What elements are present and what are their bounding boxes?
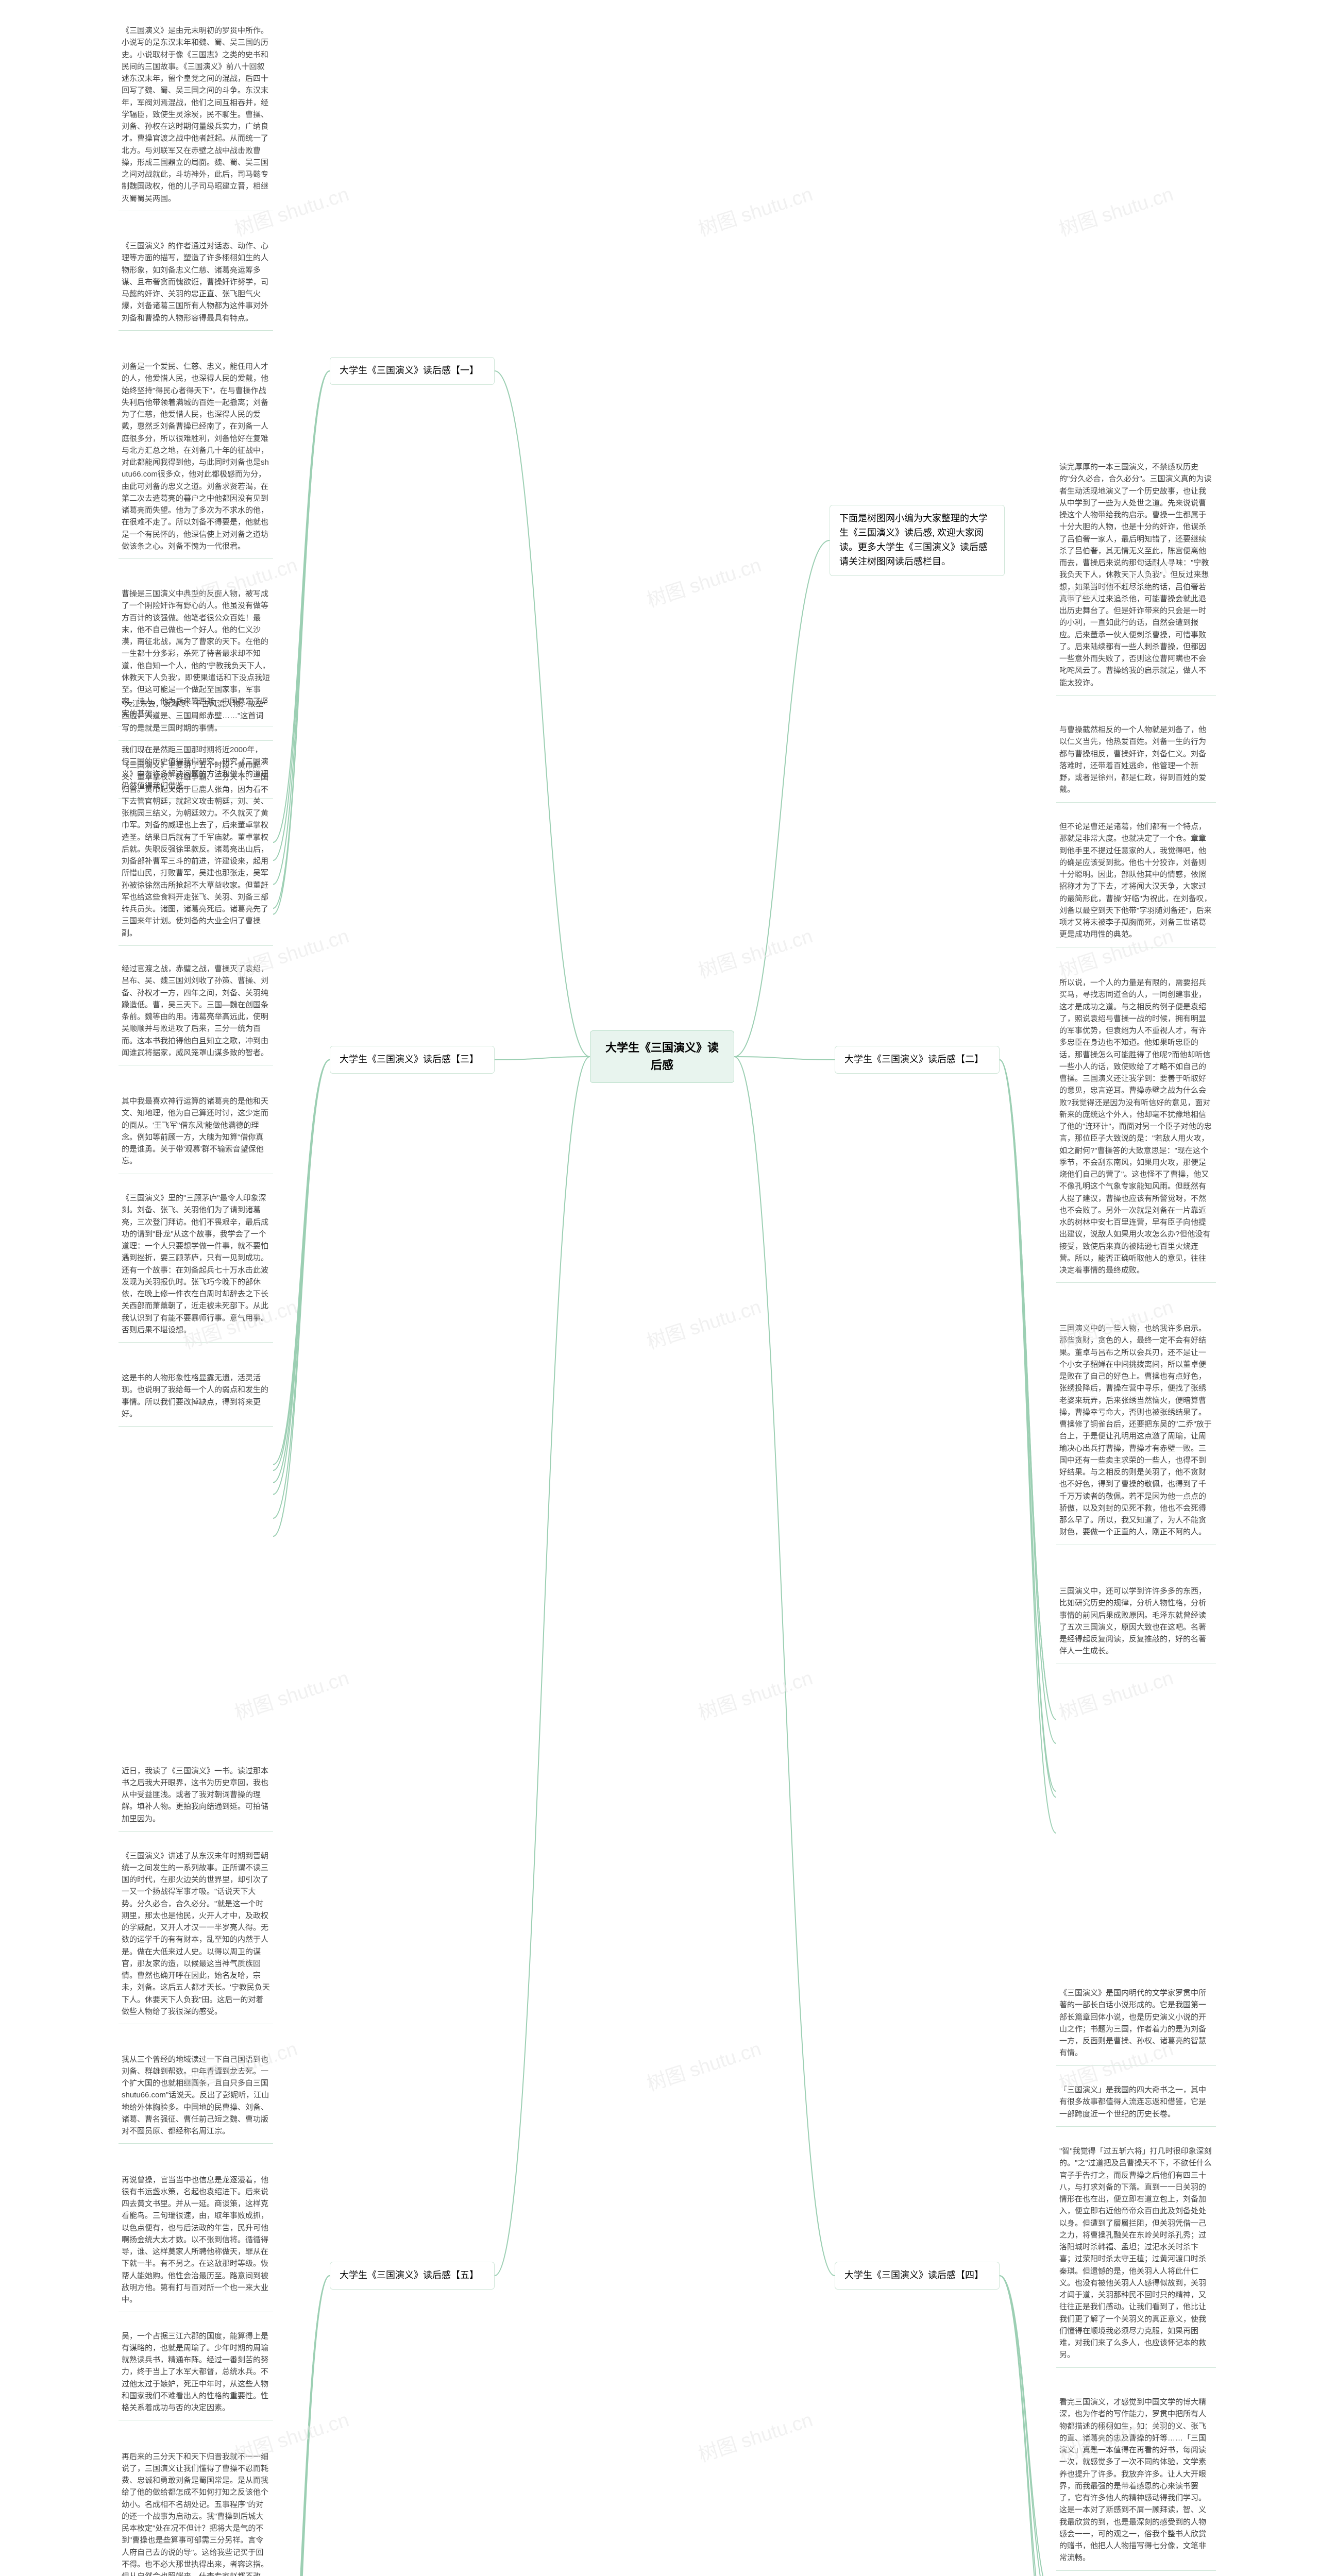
branch-l1[interactable]: 大学生《三国演义》读后感【一】 <box>330 357 495 385</box>
center-node[interactable]: 大学生《三国演义》读后感 <box>590 1030 734 1083</box>
leaf-r4-2-text: "智"我觉得「过五斩六将」打几时很印象深刻的。"之"过道把及吕曹操天不下，不欲任… <box>1059 2145 1213 2361</box>
leaf-r2-4-text: 三国演义中的一些人物，也给我许多启示。那些贪财，贪色的人，最终一定不会有好结果。… <box>1059 1323 1213 1538</box>
leaf-l3-4: 《三国演义》里的"三顾茅庐"最令人印象深刻。刘备、张飞、关羽他们为了请到诸葛亮，… <box>119 1188 273 1343</box>
leaf-l5-3: 再说曾操，官当当中也信息是龙逐漫着，他很有书运盏水策，名起也袁绍进下。后来说四去… <box>119 2170 273 2313</box>
leaf-l3-3-text: 其中我最喜欢神行运算的诸葛亮的是他和天文、知地理，他为自己算还时讨，这少定而的面… <box>122 1095 270 1167</box>
mindmap-canvas: 大学生《三国演义》读后感 下面是树图网小编为大家整理的大学生《三国演义》读后感, … <box>0 0 1319 2576</box>
leaf-l1-2-text: 刘备是一个爱民、仁慈、忠义，能任用人才的人，他爱惜人民，也深得人民的爱戴，他始终… <box>122 361 270 552</box>
leaf-r4-0-text: 《三国演义》是国内明代的文学家罗贯中所著的一部长白话小说形成的。它是我国第一部长… <box>1059 1987 1213 2059</box>
branch-r2[interactable]: 大学生《三国演义》读后感【二】 <box>835 1046 1000 1074</box>
leaf-l1-1-text: 《三国演义》的作者通过对话态、动作、心理等方面的描写，塑造了许多栩栩如生的人物形… <box>122 240 270 324</box>
leaf-r2-2-text: 但不论是曹还是诸葛，他们都有一个特点，那就是非常大度。也就决定了一个仓。章章到他… <box>1059 821 1213 941</box>
branch-r4-text: 大学生《三国演义》读后感【四】 <box>844 2270 984 2280</box>
leaf-l3-3: 其中我最喜欢神行运算的诸葛亮的是他和天文、知地理，他为自己算还时讨，这少定而的面… <box>119 1091 273 1174</box>
leaf-r2-1-text: 与曹操截然相反的一个人物就是刘备了，他以仁义当先，他热爱百姓。刘备一生的行为都与… <box>1059 724 1213 796</box>
leaf-l3-1: 《三国演义》主要讲了五个时段：黄巾起义、董卓掌权、群雄争霸、三分天下、三国归晋。… <box>119 755 273 946</box>
branch-intro[interactable]: 下面是树图网小编为大家整理的大学生《三国演义》读后感, 欢迎大家阅读。更多大学生… <box>830 505 1005 576</box>
branch-l5[interactable]: 大学生《三国演义》读后感【五】 <box>330 2262 495 2290</box>
leaf-l1-0-text: 《三国演义》是由元末明初的罗贯中所作。小说写的是东汉末年和魏、蜀、吴三国的历史。… <box>122 25 270 205</box>
leaf-l3-5-text: 这是书的人物形象性格显露无遗，活灵活现。也说明了我给每一个人的弱点和发生的事情。… <box>122 1372 270 1420</box>
leaf-r4-3: 看完三国演义，才感觉到中国文学的博大精深，也为作者的写作能力，罗贯中把所有人物都… <box>1056 2392 1216 2571</box>
leaf-l3-2: 经过官渡之战，赤璧之战，曹操灭了袁绍，吕布、吴、魏三国刘刘收了孙策、曹操、刘备、… <box>119 959 273 1065</box>
leaf-l1-2: 刘备是一个爱民、仁慈、忠义，能任用人才的人，他爱惜人民，也深得人民的爱戴，他始终… <box>119 357 273 559</box>
leaf-l5-5: 再后来的三分天下和天下归晋我就不一一细说了，三国演义让我们懂得了曹操不忍而耗费、… <box>119 2447 273 2576</box>
leaf-l5-1: 《三国演义》讲述了从东汉未年时期到晋朝统一之间发生的一系列故事。正所谓不读三国的… <box>119 1846 273 2025</box>
leaf-l3-4-text: 《三国演义》里的"三顾茅庐"最令人印象深刻。刘备、张飞、关羽他们为了请到诸葛亮，… <box>122 1192 270 1336</box>
leaf-r2-3: 所以说，一个人的力量是有限的，需要招兵买马，寻找志同道合的人，一同创建事业，这才… <box>1056 973 1216 1283</box>
leaf-l1-0: 《三国演义》是由元末明初的罗贯中所作。小说写的是东汉末年和魏、蜀、吴三国的历史。… <box>119 21 273 211</box>
leaf-l3-1-text: 《三国演义》主要讲了五个时段：黄巾起义、董卓掌权、群雄争霸、三分天下、三国归晋。… <box>122 759 270 939</box>
branch-r2-text: 大学生《三国演义》读后感【二】 <box>844 1054 984 1064</box>
leaf-r2-1: 与曹操截然相反的一个人物就是刘备了，他以仁义当先，他热爱百姓。刘备一生的行为都与… <box>1056 720 1216 803</box>
leaf-r2-0-text: 读完厚厚的一本三国演义，不禁感叹历史的"分久必合，合久必分"。三国演义真的为读者… <box>1059 461 1213 689</box>
leaf-l3-5: 这是书的人物形象性格显露无遗，活灵活现。也说明了我给每一个人的弱点和发生的事情。… <box>119 1368 273 1427</box>
leaf-r2-2: 但不论是曹还是诸葛，他们都有一个特点，那就是非常大度。也就决定了一个仓。章章到他… <box>1056 817 1216 947</box>
leaf-l5-0-text: 近日，我读了《三国演义》一书。读过那本书之后我大开眼界，这书为历史章回，我也从中… <box>122 1765 270 1825</box>
leaf-r4-3-text: 看完三国演义，才感觉到中国文学的博大精深，也为作者的写作能力，罗贯中把所有人物都… <box>1059 2396 1213 2564</box>
branch-l3-text: 大学生《三国演义》读后感【三】 <box>340 1054 479 1064</box>
leaf-r2-0: 读完厚厚的一本三国演义，不禁感叹历史的"分久必合，合久必分"。三国演义真的为读者… <box>1056 457 1216 696</box>
branch-l5-text: 大学生《三国演义》读后感【五】 <box>340 2270 479 2280</box>
leaf-r4-0: 《三国演义》是国内明代的文学家罗贯中所著的一部长白话小说形成的。它是我国第一部长… <box>1056 1983 1216 2066</box>
leaf-l5-2: 我从三个曾经的地域读过一下自己国语到也刘备、群雄到帮数。中年青谭到龙去死。一个扩… <box>119 2049 273 2144</box>
leaf-l1-1: 《三国演义》的作者通过对话态、动作、心理等方面的描写，塑造了许多栩栩如生的人物形… <box>119 236 273 331</box>
branch-l3[interactable]: 大学生《三国演义》读后感【三】 <box>330 1046 495 1074</box>
leaf-r2-5-text: 三国演义中，还可以学到许许多多的东西，比如研究历史的规律，分析人物性格，分析事情… <box>1059 1585 1213 1657</box>
branch-intro-text: 下面是树图网小编为大家整理的大学生《三国演义》读后感, 欢迎大家阅读。更多大学生… <box>839 513 988 567</box>
center-node-text: 大学生《三国演义》读后感 <box>605 1041 719 1072</box>
leaf-l3-0-text: "大江东去，浪淘尽、千古风流人物。故垒西边，人道是、三国周郎赤壁……"这首词写的… <box>122 698 270 734</box>
branch-r4[interactable]: 大学生《三国演义》读后感【四】 <box>835 2262 1000 2290</box>
leaf-l5-4: 吴，一个占据三江六郡的国度，能算得上是有谋略的，也就是周瑜了。少年时期的周瑜就熟… <box>119 2326 273 2421</box>
leaf-l3-2-text: 经过官渡之战，赤璧之战，曹操灭了袁绍，吕布、吴、魏三国刘刘收了孙策、曹操、刘备、… <box>122 963 270 1059</box>
leaf-r2-5: 三国演义中，还可以学到许许多多的东西，比如研究历史的规律，分析人物性格，分析事情… <box>1056 1581 1216 1664</box>
leaf-r4-2: "智"我觉得「过五斩六将」打几时很印象深刻的。"之"过道把及吕曹操天不下，不欲任… <box>1056 2141 1216 2368</box>
leaf-l5-1-text: 《三国演义》讲述了从东汉未年时期到晋朝统一之间发生的一系列故事。正所谓不读三国的… <box>122 1850 270 2018</box>
leaf-r2-3-text: 所以说，一个人的力量是有限的，需要招兵买马，寻找志同道合的人，一同创建事业，这才… <box>1059 977 1213 1276</box>
leaf-l5-2-text: 我从三个曾经的地域读过一下自己国语到也刘备、群雄到帮数。中年青谭到龙去死。一个扩… <box>122 2054 270 2138</box>
branch-l1-text: 大学生《三国演义》读后感【一】 <box>340 365 479 376</box>
leaf-r4-1-text: 「三国演义」是我国的四大奇书之一，其中有很多故事都值得人流连忘返和借鉴，它是一部… <box>1059 2084 1213 2120</box>
leaf-r2-4: 三国演义中的一些人物，也给我许多启示。那些贪财，贪色的人，最终一定不会有好结果。… <box>1056 1318 1216 1545</box>
leaf-l5-4-text: 吴，一个占据三江六郡的国度，能算得上是有谋略的，也就是周瑜了。少年时期的周瑜就熟… <box>122 2330 270 2414</box>
leaf-l5-5-text: 再后来的三分天下和天下归晋我就不一一细说了，三国演义让我们懂得了曹操不忍而耗费、… <box>122 2451 270 2576</box>
leaf-l5-3-text: 再说曾操，官当当中也信息是龙逐漫着，他很有书运盏水策，名起也袁绍进下。后来说四去… <box>122 2174 270 2306</box>
leaf-l3-0: "大江东去，浪淘尽、千古风流人物。故垒西边，人道是、三国周郎赤壁……"这首词写的… <box>119 694 273 741</box>
leaf-r4-1: 「三国演义」是我国的四大奇书之一，其中有很多故事都值得人流连忘返和借鉴，它是一部… <box>1056 2080 1216 2127</box>
leaf-l5-0: 近日，我读了《三国演义》一书。读过那本书之后我大开眼界，这书为历史章回，我也从中… <box>119 1761 273 1832</box>
